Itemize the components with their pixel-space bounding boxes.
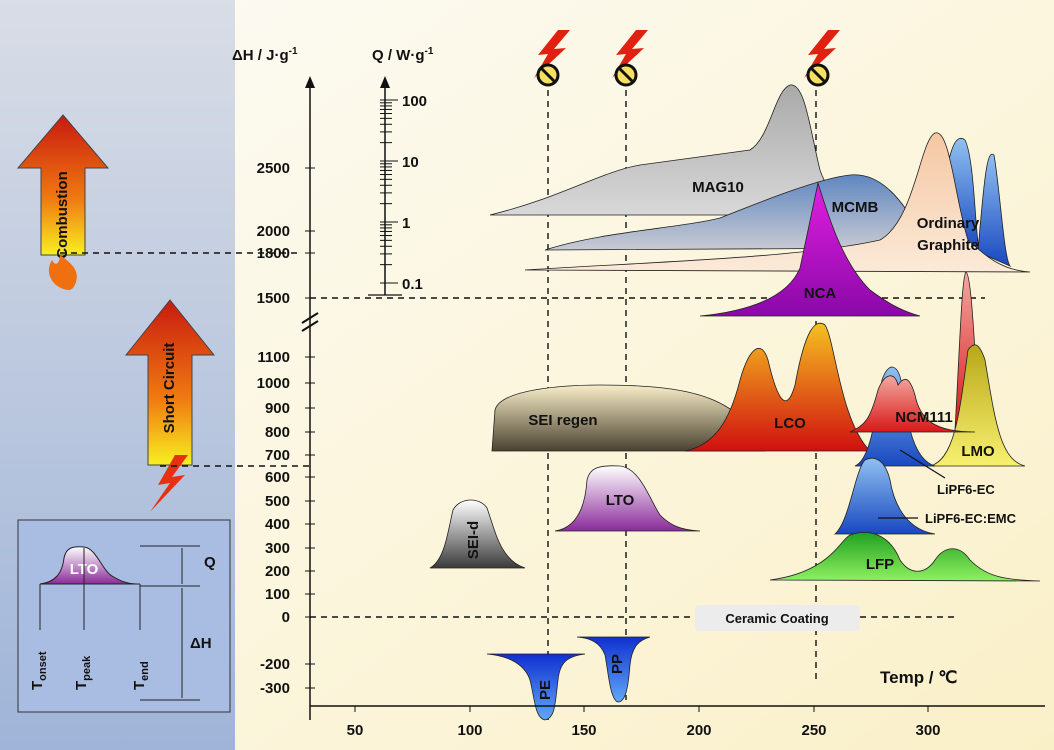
t: T [73, 681, 90, 690]
inset-q: Q [204, 554, 216, 571]
y-tick-label: 700 [265, 447, 290, 464]
y-tick-label: 1000 [257, 375, 290, 392]
q-tick-label: 10 [402, 154, 419, 171]
y-tick-label: -200 [260, 656, 290, 673]
y-tick-label: 800 [265, 424, 290, 441]
q-tick-label: 1 [402, 215, 410, 232]
peak-label: Graphite [917, 237, 979, 254]
note: Ceramic Coating [725, 611, 828, 626]
x-tick-label: 150 [571, 722, 596, 739]
x-axis-title: Temp / ℃ [880, 668, 957, 687]
inset-dh: ΔH [190, 635, 212, 652]
t: ΔH / J·g [232, 47, 289, 64]
peak-label: MAG10 [692, 179, 744, 196]
y-tick-label: 2000 [257, 223, 290, 240]
t: T [131, 681, 148, 690]
y-axis-title: ΔH / J·g-1 [232, 46, 298, 64]
q-tick-label: 0.1 [402, 276, 423, 293]
peak-label: LMO [961, 443, 995, 460]
x-tick-label: 50 [347, 722, 364, 739]
peak-label: SEI-d [465, 521, 482, 559]
sub: end [139, 661, 151, 681]
y-tick-label: 900 [265, 400, 290, 417]
y-tick-label: 1800 [257, 245, 290, 262]
t: Q / W·g [372, 47, 425, 64]
short-circuit-label: Short Circuit [161, 343, 178, 434]
peak-label: LTO [606, 492, 635, 509]
x-tick-label: 100 [457, 722, 482, 739]
y-tick-label: 2500 [257, 160, 290, 177]
y-tick-label: 100 [265, 586, 290, 603]
peak-label: Ordinary [917, 215, 980, 232]
q-tick-label: 100 [402, 93, 427, 110]
peak-label: NCM111 [895, 409, 953, 426]
sub: onset [37, 651, 49, 681]
peak-label: LFP [866, 556, 894, 573]
note: LiPF6-EC [937, 482, 995, 497]
peak-label: NCA [804, 285, 837, 302]
y-tick-label: 600 [265, 469, 290, 486]
peak-label: SEI regen [528, 412, 597, 429]
y-tick-label: 1100 [257, 349, 290, 366]
peak-label: MCMB [832, 199, 879, 216]
sub: peak [81, 655, 93, 681]
x-tick-label: 250 [801, 722, 826, 739]
y-tick-label: 1500 [257, 290, 290, 307]
figure: Combustion Short Circuit LTO Q ΔH Tonset… [0, 0, 1054, 750]
x-tick-label: 200 [686, 722, 711, 739]
y-tick-label: -300 [260, 680, 290, 697]
inset [18, 520, 230, 712]
combustion-label: Combustion [54, 171, 71, 259]
peak-label: LCO [774, 415, 806, 432]
sup: -1 [425, 46, 434, 57]
note: LiPF6-EC:EMC [925, 511, 1017, 526]
peak-label: PP [609, 654, 626, 674]
y-tick-label: 400 [265, 516, 290, 533]
sup: -1 [289, 46, 298, 57]
y-tick-label: 0 [282, 609, 290, 626]
peak-label: PE [537, 680, 554, 700]
x-tick-label: 300 [915, 722, 940, 739]
y-tick-label: 300 [265, 540, 290, 557]
y-tick-label: 500 [265, 493, 290, 510]
y-tick-label: 200 [265, 563, 290, 580]
t: T [29, 681, 46, 690]
